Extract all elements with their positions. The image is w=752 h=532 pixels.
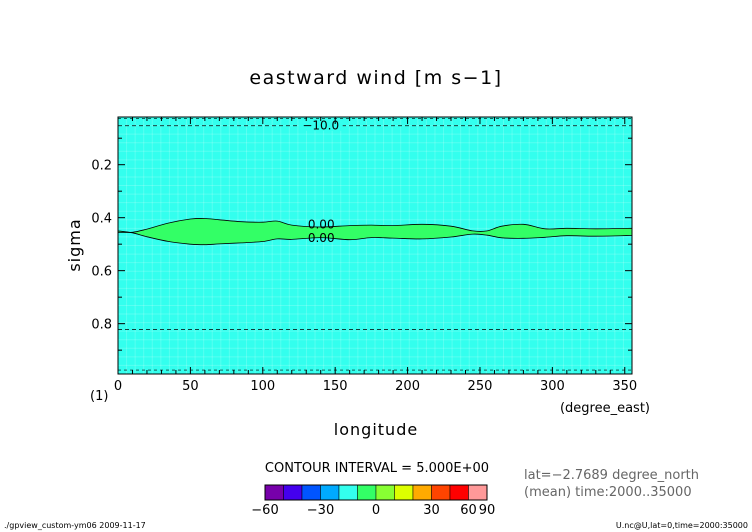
contour-label-bg	[298, 118, 343, 131]
panel-label: (1)	[90, 389, 108, 404]
colorbar-segment	[468, 484, 488, 501]
colorbar-tick-label: −30	[307, 503, 334, 518]
colorbar-segment	[394, 484, 414, 501]
colorbar-segment	[338, 484, 358, 501]
colorbar-tick-label: −60	[251, 503, 278, 518]
contour-label-neg10: −10.0	[302, 119, 339, 133]
colorbar-segment	[264, 484, 284, 501]
x-tick-label: 300	[540, 379, 565, 394]
y-axis-label: sigma	[65, 218, 84, 271]
contour-label-zero: 0.00	[308, 231, 335, 245]
footer-left: ./gpview_custom-ym06 2009-11-17	[4, 521, 146, 530]
colorbar-tick-label: 60	[460, 503, 477, 518]
annotation-lat: lat=−2.7689 degree_north	[524, 468, 699, 483]
colorbar-segment	[449, 484, 469, 501]
annotation-time: (mean) time:2000..35000	[524, 485, 692, 500]
x-axis-label: longitude	[334, 420, 418, 439]
x-tick-label: 250	[468, 379, 493, 394]
chart-title: eastward wind [m s−1]	[249, 67, 502, 89]
colorbar-segment	[320, 484, 340, 501]
y-tick-label: 0.2	[91, 159, 112, 174]
colorbar-segment	[301, 484, 321, 501]
colorbar-segment	[412, 484, 432, 501]
x-tick-label: 350	[612, 379, 637, 394]
plot-grid	[118, 117, 632, 374]
colorbar-segment	[357, 484, 377, 501]
x-tick-label: 150	[323, 379, 348, 394]
colorbar-tick-label: 0	[372, 503, 380, 518]
y-tick-label: 0.6	[91, 265, 112, 280]
y-axis: 0.2 0.4 0.6 0.8	[91, 137, 632, 351]
zero-contour-lower	[117, 230, 633, 246]
x-axis: 0 50 100 150 200 250 300 350	[114, 117, 637, 394]
colorbar: −60 −30 0 30 60 90	[251, 484, 496, 518]
x-tick-label: 0	[114, 379, 122, 394]
dashed-contours: −10.0	[118, 118, 632, 371]
x-tick-label: 100	[250, 379, 275, 394]
x-axis-unit: (degree_east)	[560, 401, 650, 416]
y-tick-label: 0.4	[91, 212, 112, 227]
zero-contour-upper	[117, 217, 633, 233]
colorbar-title: CONTOUR INTERVAL = 5.000E+00	[265, 461, 489, 476]
footer-right: U.nc@U,lat=0,time=2000:35000	[616, 521, 748, 530]
x-tick-label: 50	[182, 379, 199, 394]
contour-label-zero: 0.00	[308, 217, 335, 231]
contour-labels: 0.000.00	[308, 217, 335, 245]
colorbar-segment	[283, 484, 303, 501]
y-tick-label: 0.8	[91, 318, 112, 333]
plot-area	[118, 117, 632, 374]
positive-wind-band	[118, 218, 632, 245]
plot-frame	[117, 116, 633, 375]
x-tick-label: 200	[395, 379, 420, 394]
colorbar-segment	[375, 484, 395, 501]
colorbar-segment	[431, 484, 451, 501]
colorbar-tick-label: 90	[479, 503, 496, 518]
colorbar-frame	[264, 484, 488, 501]
colorbar-tick-label: 30	[423, 503, 440, 518]
